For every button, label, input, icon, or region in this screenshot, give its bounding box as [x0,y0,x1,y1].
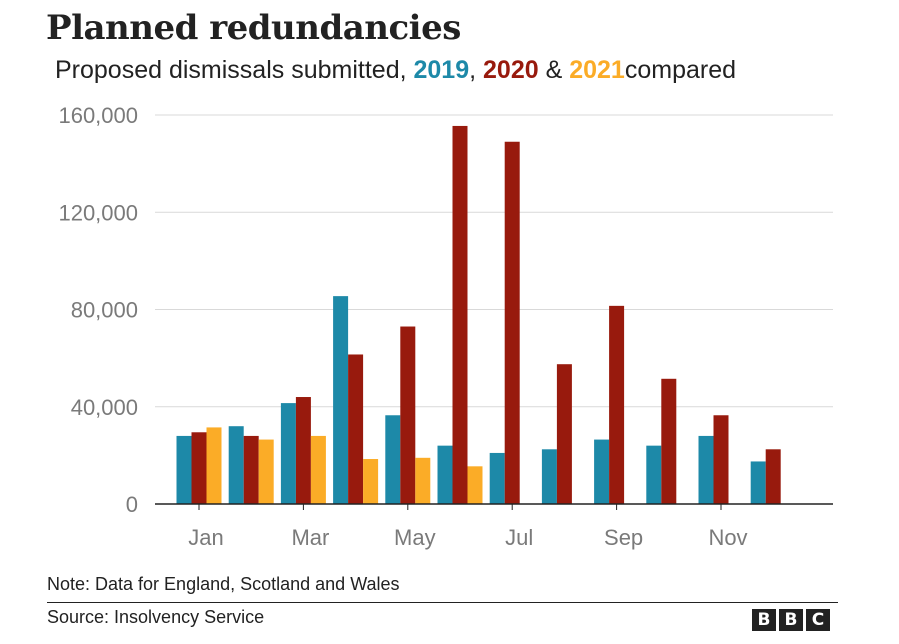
chart-note: Note: Data for England, Scotland and Wal… [47,574,400,594]
bar-2019-jan [176,435,192,504]
bar-2019-apr [333,296,349,504]
bar-2019-dec [750,461,766,504]
y-tick-label: 120,000 [58,200,138,225]
bar-2020-may [400,326,416,504]
bar-2021-jun [467,466,483,504]
x-tick-label: Jan [188,525,223,550]
y-tick-label: 160,000 [58,103,138,128]
bar-2021-mar [310,435,326,504]
bar-2021-may [415,457,431,504]
bar-2020-jan [191,432,207,504]
bar-2020-feb [243,435,259,504]
bbc-logo-letter: B [779,609,803,631]
chart-source: Source: Insolvency Service [47,607,265,627]
bars [176,125,781,505]
subtitle-suffix: compared [624,56,737,84]
subtitle-2019: 2019 [413,56,470,84]
bar-2019-mar [280,403,296,504]
x-tick-label: Jul [505,525,533,550]
bar-2020-dec [765,449,781,504]
bbc-logo-letter: B [752,609,776,631]
bar-2019-aug [541,449,557,504]
bar-2019-oct [646,445,662,504]
chart-subtitle: Proposed dismissals submitted, 2019, 202… [55,56,736,85]
bar-2020-aug [556,364,572,504]
y-axis-ticks: 0 40,000 80,000 120,000 160,000 [58,103,138,517]
bar-2021-apr [363,459,379,504]
bbc-logo-letter: C [806,609,830,631]
y-tick-label: 0 [126,492,138,517]
bar-chart: 0 40,000 80,000 120,000 160,000 Jan Mar May Jul… [58,103,833,550]
bar-2021-jan [206,427,222,504]
subtitle-2021: 2021 [569,56,625,84]
bar-2020-oct [661,378,677,504]
x-tick-label: Mar [291,525,329,550]
subtitle-separator-1: , [469,56,484,84]
bar-2020-nov [713,415,729,504]
bar-2019-jul [489,452,505,504]
bar-2021-feb [258,439,274,504]
x-tick-label: Nov [708,525,747,550]
footer-divider [47,602,838,603]
bar-2019-may [385,415,401,504]
bar-2020-apr [348,354,364,504]
bar-2019-sep [594,439,610,504]
bar-2019-jun [437,445,453,504]
bar-2019-nov [698,435,714,504]
bar-2019-feb [228,426,244,504]
bar-2020-sep [609,305,625,504]
subtitle-prefix: Proposed dismissals submitted, [55,56,414,84]
subtitle-separator-2: & [538,56,570,84]
x-tick-label: May [394,525,436,550]
chart-title: Planned redundancies [46,8,461,48]
bar-2020-mar [295,397,311,504]
bbc-logo: B B C [752,609,830,631]
x-axis-ticks: Jan Mar May Jul Sep Nov [188,504,748,550]
x-tick-label: Sep [604,525,643,550]
bar-2020-jun [452,125,468,505]
y-tick-label: 40,000 [71,395,138,420]
subtitle-2020: 2020 [483,56,539,84]
bar-2020-jul [504,141,520,504]
y-tick-label: 80,000 [71,298,138,323]
gridlines [155,114,833,408]
